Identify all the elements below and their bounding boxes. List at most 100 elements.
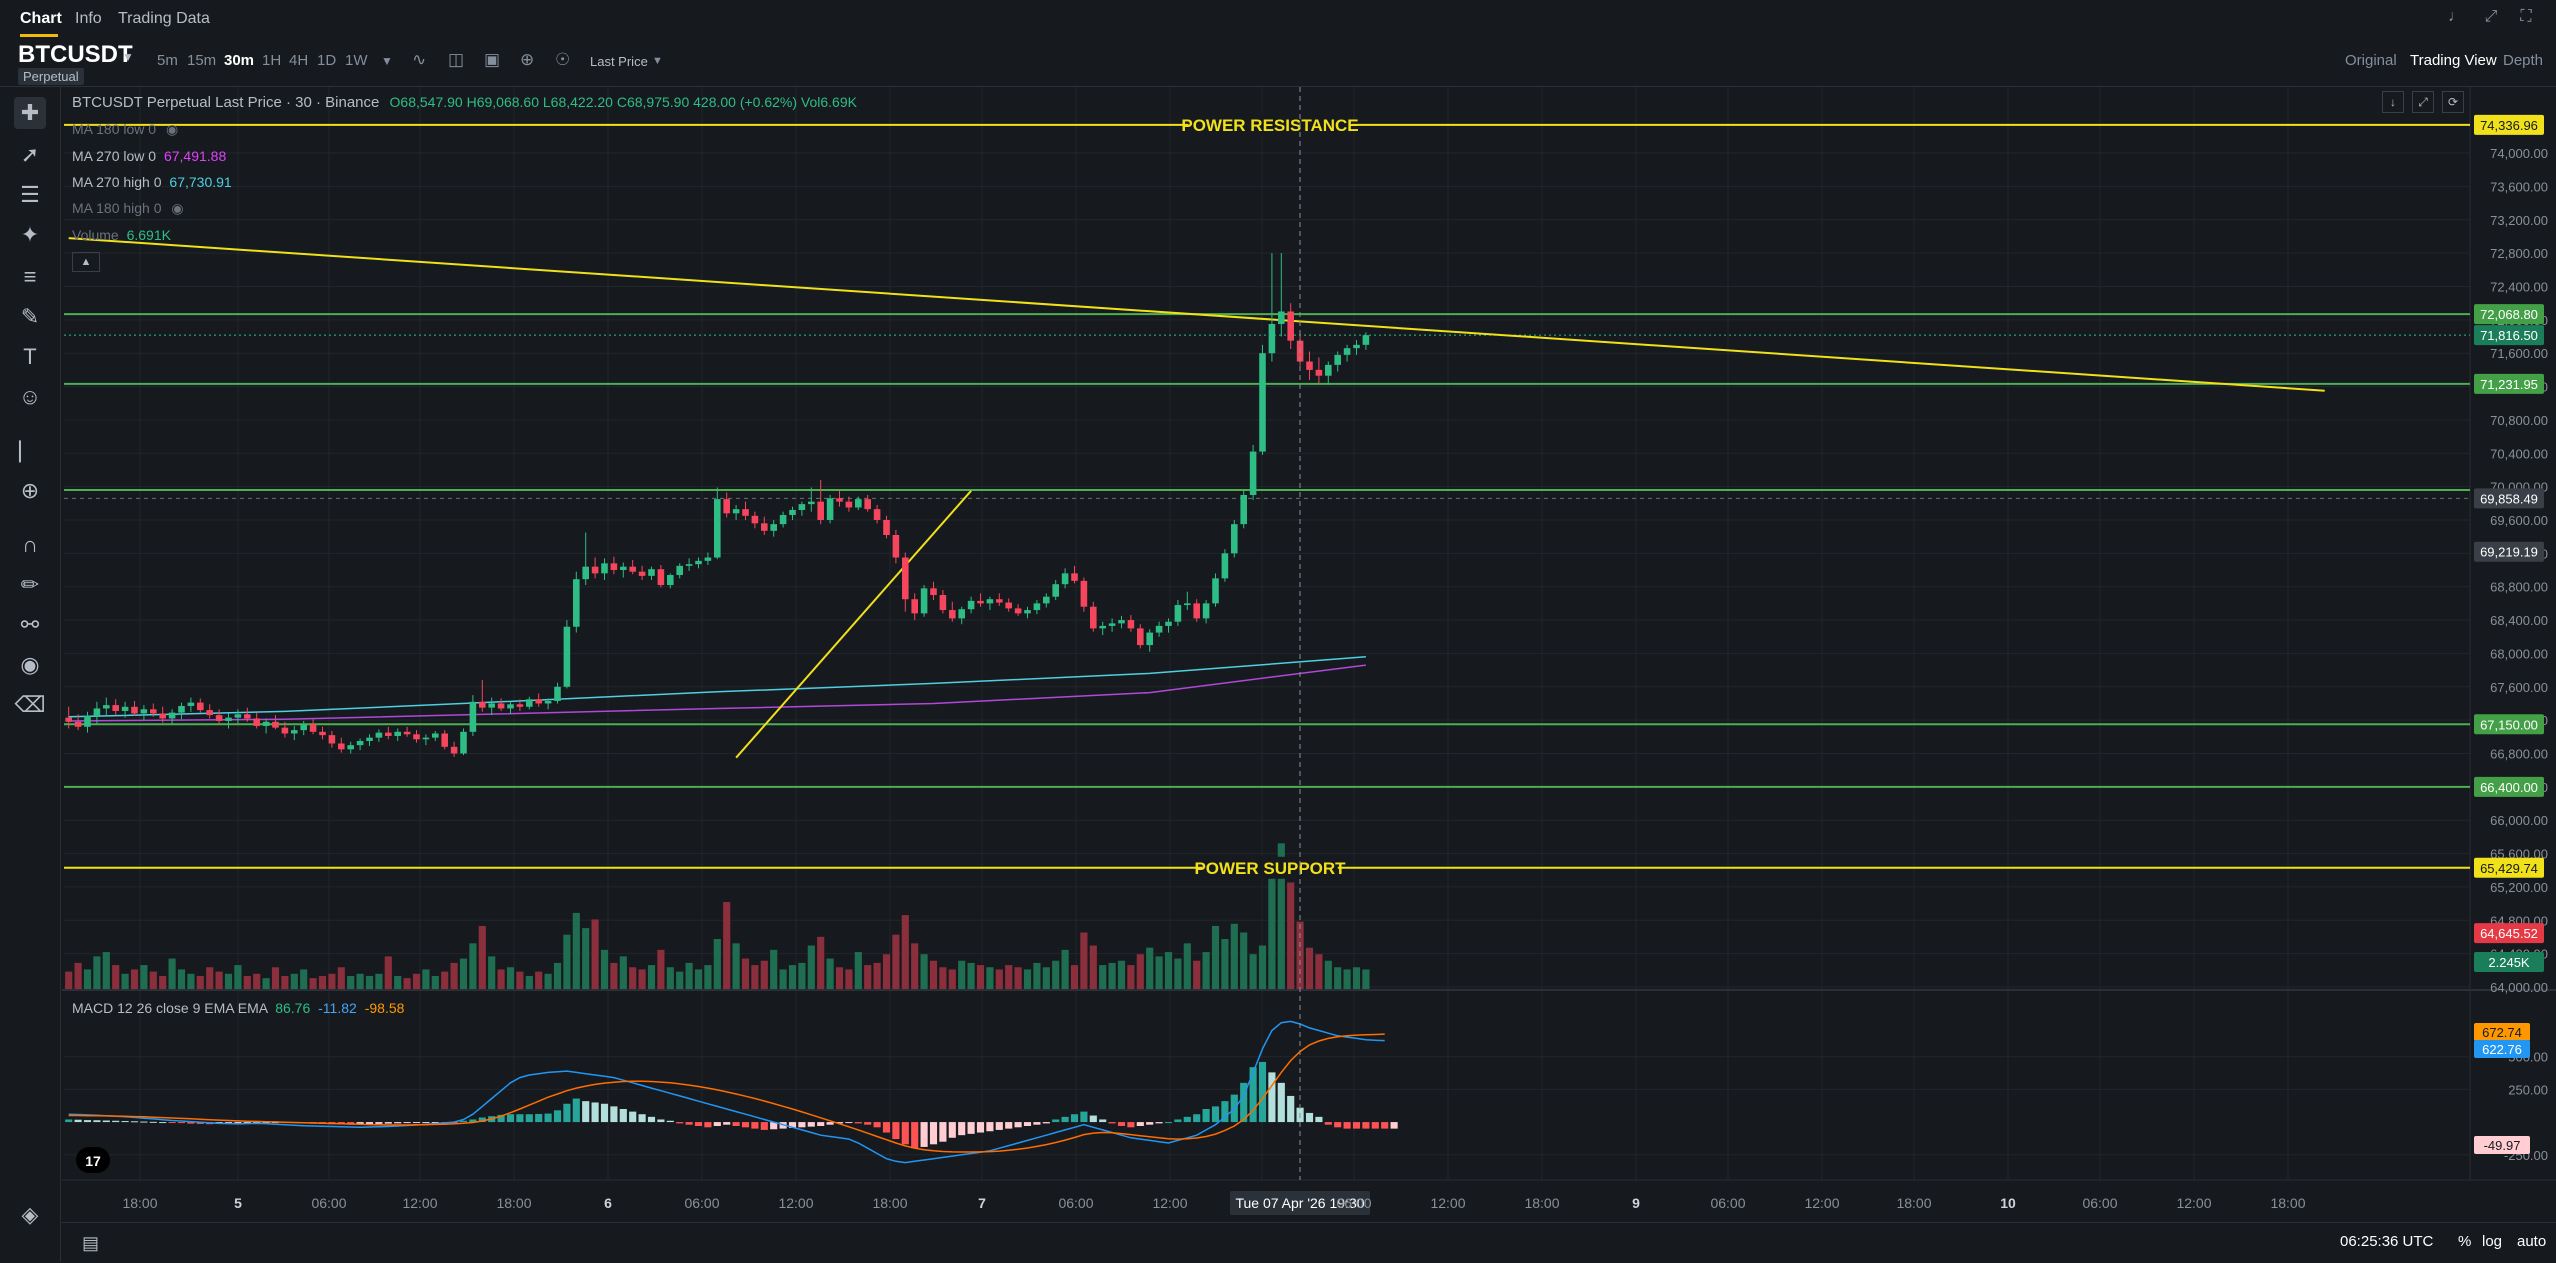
signal-line — [68, 1033, 1385, 1153]
auto-toggle[interactable]: auto — [2517, 1233, 2547, 1250]
zoom-icon[interactable]: ⊕ — [20, 478, 40, 503]
tab-info[interactable]: Info — [75, 10, 102, 27]
price-label: 74,336.96 — [2480, 118, 2538, 133]
candle-body — [1052, 584, 1059, 597]
horizontal-lines-icon[interactable]: ☰ — [20, 182, 40, 207]
volume-bar — [375, 973, 383, 989]
crosshair-icon[interactable]: ✚ — [14, 97, 46, 129]
log-toggle[interactable]: log — [2482, 1233, 2503, 1250]
volume-bar — [1042, 967, 1050, 989]
trendline-icon[interactable]: ➚ — [20, 142, 40, 167]
x-tick-label: 7 — [978, 1195, 986, 1211]
timeframe-1w[interactable]: 1W — [345, 52, 368, 69]
candle-body — [808, 501, 815, 505]
price-type-chevron-icon[interactable]: ▼ — [652, 55, 663, 67]
volume-bar — [1211, 925, 1220, 989]
macd-histogram-bar — [1324, 1122, 1332, 1125]
macd-histogram-bar — [958, 1122, 966, 1136]
volume-bar — [1033, 962, 1041, 989]
fib-icon[interactable]: ≡ — [23, 264, 37, 289]
ruler-icon[interactable]: ⎸ — [18, 438, 41, 463]
candle-body — [704, 557, 712, 561]
scroll-down-icon[interactable]: ↓ — [2382, 91, 2404, 113]
macd-histogram-bar — [1315, 1116, 1323, 1123]
eye-icon[interactable]: ◉ — [20, 652, 40, 677]
candle-body — [328, 735, 336, 744]
view-depth[interactable]: Depth — [2503, 52, 2544, 69]
collapse-icon[interactable]: ⤢ — [2484, 8, 2498, 25]
text-icon[interactable]: T — [23, 344, 37, 369]
maximize-icon[interactable]: ⤢ — [2412, 91, 2434, 113]
volume-bar — [459, 958, 468, 989]
volume-bar — [1268, 871, 1276, 989]
macd-histogram-bar — [835, 1122, 844, 1124]
camera-icon[interactable]: ▣ — [484, 50, 501, 69]
macd-histogram-bar — [1089, 1115, 1097, 1123]
macd-histogram-bar — [112, 1120, 120, 1123]
view-trading-view[interactable]: Trading View — [2410, 52, 2497, 69]
lock-drawing-icon[interactable]: ✏ — [20, 572, 40, 597]
tab-chart[interactable]: Chart — [20, 10, 62, 27]
collapse-legend-icon[interactable]: ▲ — [72, 252, 100, 272]
layers-icon[interactable]: ◈ — [21, 1202, 39, 1227]
candle-body — [309, 724, 317, 732]
candle-body — [422, 737, 430, 740]
eye-icon[interactable]: ◉ — [165, 121, 179, 137]
timeframe-4h[interactable]: 4H — [289, 52, 309, 69]
indicator-icon[interactable]: ∿ — [412, 50, 427, 69]
symbol-name[interactable]: BTCUSDT — [18, 41, 133, 68]
candle-body — [544, 700, 552, 704]
brush-icon[interactable]: ✎ — [20, 304, 40, 329]
candle-body — [1315, 369, 1323, 376]
price-type-select[interactable]: Last Price — [590, 54, 648, 69]
utc-clock[interactable]: 06:25:36 UTC — [2340, 1233, 2434, 1250]
candle-body — [967, 600, 975, 610]
timeframe-30m[interactable]: 30m — [224, 52, 255, 69]
emoji-icon[interactable]: ☺ — [18, 384, 42, 409]
candle-type-icon[interactable]: ◫ — [448, 50, 465, 69]
y-tick-label: 67,600.00 — [2490, 680, 2548, 695]
volume-bar — [826, 958, 834, 989]
level-label-bg — [1188, 113, 1352, 136]
ma270-high-line — [68, 656, 1366, 718]
candle-body — [441, 733, 448, 747]
percent-toggle[interactable]: % — [2458, 1233, 2472, 1250]
bell-icon[interactable]: ♩ — [2448, 8, 2464, 25]
volume-bar — [1240, 932, 1248, 989]
volume-bar — [1315, 954, 1323, 989]
volume-bar — [102, 952, 110, 989]
timeframe-1d[interactable]: 1D — [317, 52, 337, 69]
unlock-icon[interactable]: ⚯ — [20, 612, 40, 637]
eye-icon[interactable]: ◉ — [171, 200, 184, 216]
y-tick-label: 68,800.00 — [2490, 580, 2548, 595]
volume-bar — [1324, 960, 1332, 989]
macd-label-bg — [2474, 1136, 2530, 1154]
timeframe-1h[interactable]: 1H — [262, 52, 282, 69]
candle-body — [469, 701, 477, 732]
tab-trading-data[interactable]: Trading Data — [118, 10, 210, 27]
volume-bar — [1089, 945, 1097, 989]
macd-histogram-bar — [1127, 1122, 1135, 1128]
view-original[interactable]: Original — [2345, 52, 2397, 69]
volume-bar — [817, 936, 825, 989]
calendar-icon[interactable]: ▤ — [82, 1233, 100, 1253]
timeframe-15m[interactable]: 15m — [187, 52, 217, 69]
magnet-icon[interactable]: ∩ — [22, 532, 38, 557]
refresh-icon[interactable]: ⟳ — [2442, 91, 2464, 113]
add-icon[interactable]: ⊕ — [520, 50, 535, 69]
timeframe-5m[interactable]: 5m — [157, 52, 178, 69]
trash-icon[interactable]: ⌫ — [14, 692, 46, 717]
y-tick-label: 73,200.00 — [2490, 213, 2548, 228]
price-label-bg — [2474, 373, 2544, 394]
candle-body — [902, 557, 909, 600]
chevron-down-icon[interactable]: ▼ — [122, 50, 134, 64]
volume-bar — [1221, 939, 1229, 989]
pattern-icon[interactable]: ✦ — [20, 222, 40, 247]
macd-histogram-bar — [572, 1098, 580, 1123]
settings-icon[interactable]: ☉ — [555, 50, 571, 69]
fullscreen-icon[interactable]: ⛶ — [2520, 8, 2532, 25]
timeframe-dropdown-icon[interactable]: ▼ — [381, 54, 393, 68]
volume-bar — [412, 973, 421, 989]
price-label: 67,150.00 — [2480, 717, 2538, 732]
